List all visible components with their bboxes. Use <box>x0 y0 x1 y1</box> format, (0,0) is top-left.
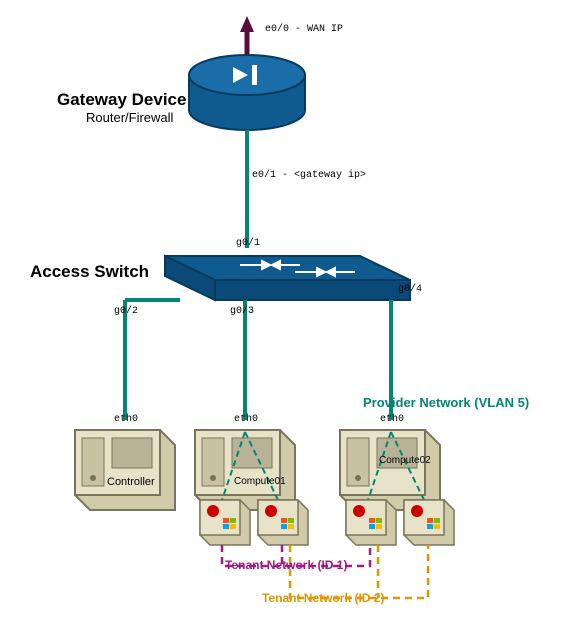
eth0-compute01: eth0 <box>234 414 258 425</box>
sw-north-label: g0/1 <box>236 238 260 249</box>
vm-c01-a <box>200 500 250 545</box>
provider-net-label: Provider Network (VLAN 5) <box>363 395 529 410</box>
vm-c01-b <box>258 500 308 545</box>
server-compute02 <box>340 430 440 510</box>
eth0-controller: eth0 <box>114 414 138 425</box>
gateway-title: Gateway Device <box>57 90 186 110</box>
tenant2-label: Tenant Network (ID 2) <box>262 591 384 605</box>
gw-south-label: e0/1 - <gateway ip> <box>252 170 366 181</box>
eth0-compute02: eth0 <box>380 414 404 425</box>
sw-g02: g0/2 <box>114 306 138 317</box>
compute02-label: Compute02 <box>379 455 431 466</box>
vm-c02-a <box>346 500 396 545</box>
controller-label: Controller <box>107 476 155 488</box>
server-controller <box>75 430 175 510</box>
compute01-label: Compute01 <box>234 476 286 487</box>
switch-title: Access Switch <box>30 262 149 282</box>
sw-g03: g0/3 <box>230 306 254 317</box>
gateway-device <box>189 55 305 130</box>
tenant1-label: Tenant Network (ID 1) <box>225 558 347 572</box>
server-compute01 <box>195 430 295 510</box>
gateway-sub: Router/Firewall <box>86 110 173 125</box>
wan-arrowhead <box>240 16 254 32</box>
wan-label: e0/0 - WAN IP <box>265 24 343 35</box>
sw-g04: g0/4 <box>398 284 422 295</box>
access-switch <box>165 256 410 300</box>
vm-c02-b <box>404 500 454 545</box>
